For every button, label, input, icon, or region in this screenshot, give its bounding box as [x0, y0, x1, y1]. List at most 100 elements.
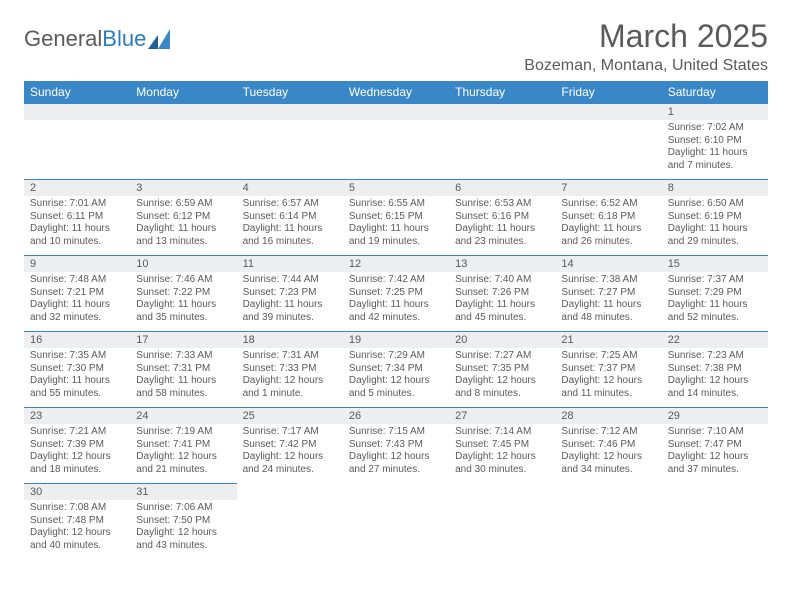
day-details: Sunrise: 7:06 AMSunset: 7:50 PMDaylight:… [130, 500, 236, 556]
weekday-header: Thursday [449, 81, 555, 104]
day-number: 23 [24, 408, 130, 424]
calendar-cell [449, 484, 555, 560]
day-details: Sunrise: 6:59 AMSunset: 6:12 PMDaylight:… [130, 196, 236, 252]
calendar-cell [24, 104, 130, 180]
empty-cell-bar [24, 104, 130, 120]
day-number: 5 [343, 180, 449, 196]
day-number: 18 [237, 332, 343, 348]
weekday-header: Sunday [24, 81, 130, 104]
day-number: 13 [449, 256, 555, 272]
day-number: 17 [130, 332, 236, 348]
calendar-cell [130, 104, 236, 180]
calendar-cell: 23Sunrise: 7:21 AMSunset: 7:39 PMDayligh… [24, 408, 130, 484]
calendar-table: SundayMondayTuesdayWednesdayThursdayFrid… [24, 81, 768, 560]
calendar-cell [555, 484, 661, 560]
day-details: Sunrise: 7:29 AMSunset: 7:34 PMDaylight:… [343, 348, 449, 404]
calendar-cell: 28Sunrise: 7:12 AMSunset: 7:46 PMDayligh… [555, 408, 661, 484]
calendar-cell: 3Sunrise: 6:59 AMSunset: 6:12 PMDaylight… [130, 180, 236, 256]
logo-mark-icon [148, 29, 174, 49]
calendar-cell: 31Sunrise: 7:06 AMSunset: 7:50 PMDayligh… [130, 484, 236, 560]
weekday-header: Monday [130, 81, 236, 104]
day-number: 28 [555, 408, 661, 424]
day-details: Sunrise: 6:50 AMSunset: 6:19 PMDaylight:… [662, 196, 768, 252]
calendar-cell: 4Sunrise: 6:57 AMSunset: 6:14 PMDaylight… [237, 180, 343, 256]
calendar-cell: 22Sunrise: 7:23 AMSunset: 7:38 PMDayligh… [662, 332, 768, 408]
day-details: Sunrise: 7:42 AMSunset: 7:25 PMDaylight:… [343, 272, 449, 328]
empty-cell-bar [449, 104, 555, 120]
calendar-cell: 18Sunrise: 7:31 AMSunset: 7:33 PMDayligh… [237, 332, 343, 408]
calendar-cell [343, 484, 449, 560]
empty-cell-bar [343, 104, 449, 120]
day-number: 16 [24, 332, 130, 348]
calendar-cell: 27Sunrise: 7:14 AMSunset: 7:45 PMDayligh… [449, 408, 555, 484]
page-title: March 2025 [599, 18, 768, 55]
calendar-cell [449, 104, 555, 180]
weekday-header: Saturday [662, 81, 768, 104]
calendar-cell: 25Sunrise: 7:17 AMSunset: 7:42 PMDayligh… [237, 408, 343, 484]
calendar-cell [237, 484, 343, 560]
day-details: Sunrise: 7:37 AMSunset: 7:29 PMDaylight:… [662, 272, 768, 328]
calendar-cell: 2Sunrise: 7:01 AMSunset: 6:11 PMDaylight… [24, 180, 130, 256]
calendar-cell: 7Sunrise: 6:52 AMSunset: 6:18 PMDaylight… [555, 180, 661, 256]
day-number: 11 [237, 256, 343, 272]
day-number: 26 [343, 408, 449, 424]
calendar-cell: 19Sunrise: 7:29 AMSunset: 7:34 PMDayligh… [343, 332, 449, 408]
day-number: 10 [130, 256, 236, 272]
day-number: 4 [237, 180, 343, 196]
empty-cell-bar [130, 104, 236, 120]
day-details: Sunrise: 7:15 AMSunset: 7:43 PMDaylight:… [343, 424, 449, 480]
day-details: Sunrise: 7:23 AMSunset: 7:38 PMDaylight:… [662, 348, 768, 404]
logo-text-1: General [24, 26, 102, 52]
day-details: Sunrise: 7:01 AMSunset: 6:11 PMDaylight:… [24, 196, 130, 252]
day-number: 14 [555, 256, 661, 272]
day-details: Sunrise: 7:33 AMSunset: 7:31 PMDaylight:… [130, 348, 236, 404]
day-details: Sunrise: 7:48 AMSunset: 7:21 PMDaylight:… [24, 272, 130, 328]
day-details: Sunrise: 7:38 AMSunset: 7:27 PMDaylight:… [555, 272, 661, 328]
day-details: Sunrise: 7:27 AMSunset: 7:35 PMDaylight:… [449, 348, 555, 404]
day-number: 30 [24, 484, 130, 500]
calendar-cell [343, 104, 449, 180]
day-details: Sunrise: 7:35 AMSunset: 7:30 PMDaylight:… [24, 348, 130, 404]
day-details: Sunrise: 7:21 AMSunset: 7:39 PMDaylight:… [24, 424, 130, 480]
day-number: 29 [662, 408, 768, 424]
logo: GeneralBlue [24, 26, 174, 52]
calendar-cell: 15Sunrise: 7:37 AMSunset: 7:29 PMDayligh… [662, 256, 768, 332]
day-number: 8 [662, 180, 768, 196]
calendar-cell [662, 484, 768, 560]
day-details: Sunrise: 7:31 AMSunset: 7:33 PMDaylight:… [237, 348, 343, 404]
day-number: 12 [343, 256, 449, 272]
calendar-cell: 30Sunrise: 7:08 AMSunset: 7:48 PMDayligh… [24, 484, 130, 560]
day-details: Sunrise: 7:14 AMSunset: 7:45 PMDaylight:… [449, 424, 555, 480]
day-details: Sunrise: 6:53 AMSunset: 6:16 PMDaylight:… [449, 196, 555, 252]
calendar-cell [237, 104, 343, 180]
calendar-cell: 13Sunrise: 7:40 AMSunset: 7:26 PMDayligh… [449, 256, 555, 332]
day-number: 22 [662, 332, 768, 348]
day-details: Sunrise: 7:17 AMSunset: 7:42 PMDaylight:… [237, 424, 343, 480]
empty-cell-bar [237, 104, 343, 120]
calendar-cell: 8Sunrise: 6:50 AMSunset: 6:19 PMDaylight… [662, 180, 768, 256]
calendar-cell: 17Sunrise: 7:33 AMSunset: 7:31 PMDayligh… [130, 332, 236, 408]
calendar-cell: 12Sunrise: 7:42 AMSunset: 7:25 PMDayligh… [343, 256, 449, 332]
day-number: 3 [130, 180, 236, 196]
weekday-header: Tuesday [237, 81, 343, 104]
calendar-cell: 20Sunrise: 7:27 AMSunset: 7:35 PMDayligh… [449, 332, 555, 408]
day-number: 25 [237, 408, 343, 424]
day-details: Sunrise: 6:52 AMSunset: 6:18 PMDaylight:… [555, 196, 661, 252]
day-number: 7 [555, 180, 661, 196]
calendar-cell: 9Sunrise: 7:48 AMSunset: 7:21 PMDaylight… [24, 256, 130, 332]
day-number: 1 [662, 104, 768, 120]
day-details: Sunrise: 7:12 AMSunset: 7:46 PMDaylight:… [555, 424, 661, 480]
calendar-cell: 11Sunrise: 7:44 AMSunset: 7:23 PMDayligh… [237, 256, 343, 332]
day-details: Sunrise: 7:40 AMSunset: 7:26 PMDaylight:… [449, 272, 555, 328]
day-number: 15 [662, 256, 768, 272]
day-number: 9 [24, 256, 130, 272]
day-number: 31 [130, 484, 236, 500]
logo-text-2: Blue [102, 26, 146, 52]
day-number: 27 [449, 408, 555, 424]
day-number: 24 [130, 408, 236, 424]
calendar-cell: 14Sunrise: 7:38 AMSunset: 7:27 PMDayligh… [555, 256, 661, 332]
calendar-cell: 29Sunrise: 7:10 AMSunset: 7:47 PMDayligh… [662, 408, 768, 484]
calendar-cell: 21Sunrise: 7:25 AMSunset: 7:37 PMDayligh… [555, 332, 661, 408]
day-number: 19 [343, 332, 449, 348]
calendar-cell: 26Sunrise: 7:15 AMSunset: 7:43 PMDayligh… [343, 408, 449, 484]
